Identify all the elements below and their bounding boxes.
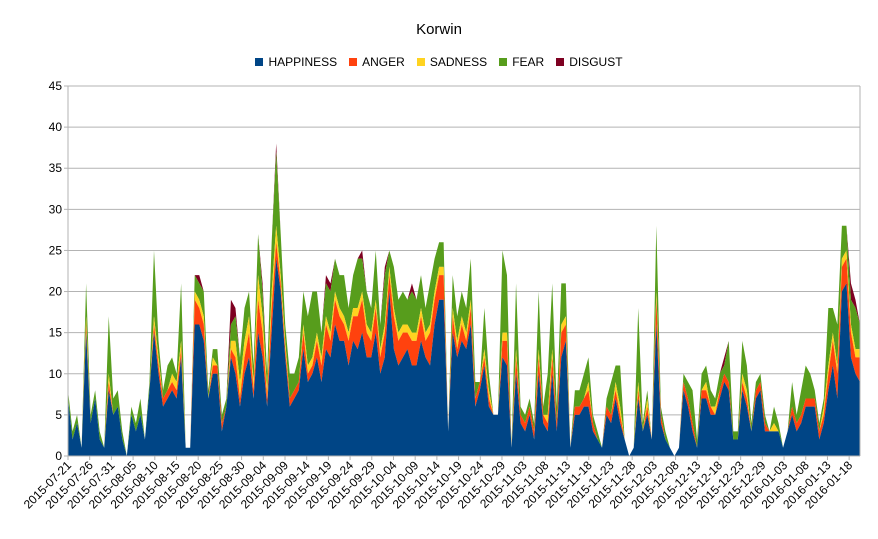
y-tick-label: 10 [49,367,63,381]
area-series-fear [68,151,860,456]
y-tick-label: 40 [49,120,63,134]
legend-label: HAPPINESS [268,55,338,69]
y-tick-label: 30 [49,202,63,216]
legend-swatch [255,58,264,66]
legend-label: SADNESS [429,55,488,69]
legend: HAPPINESS ANGER SADNESS FEAR DISGUST [0,55,878,69]
legend-item-disgust: DISGUST [556,55,623,69]
legend-swatch [499,58,508,66]
y-tick-label: 45 [49,79,63,93]
legend-item-fear: FEAR [499,55,544,69]
area-series-happiness [68,258,860,456]
legend-swatch [349,58,358,66]
legend-item-sadness: SADNESS [416,55,488,69]
y-tick-label: 5 [55,408,62,422]
y-tick-label: 15 [49,326,63,340]
legend-item-anger: ANGER [349,55,405,69]
legend-swatch [416,58,425,66]
y-tick-label: 20 [49,285,63,299]
legend-item-happiness: HAPPINESS [255,55,337,69]
chart-title: Korwin [416,21,462,38]
legend-swatch [556,58,565,66]
y-tick-label: 0 [55,449,62,463]
legend-label: DISGUST [569,55,623,69]
legend-label: FEAR [512,55,545,69]
y-tick-label: 35 [49,161,63,175]
legend-label: ANGER [362,55,405,69]
y-tick-label: 25 [49,243,63,257]
